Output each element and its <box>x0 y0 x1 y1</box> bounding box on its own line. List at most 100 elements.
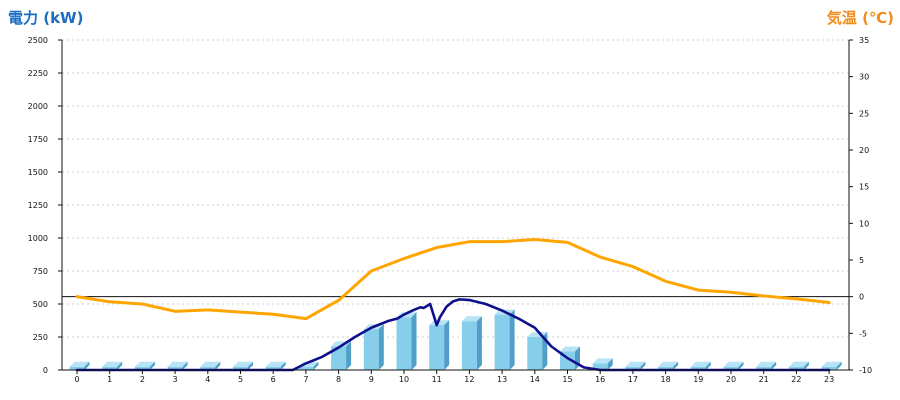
power-bar-side-13 <box>509 309 515 370</box>
temperature-line <box>75 237 831 321</box>
power-bar-front-13 <box>494 314 510 370</box>
x-tick-label-13: 13 <box>497 375 507 384</box>
power-bar-front-21 <box>756 366 772 370</box>
x-tick-label-21: 21 <box>759 375 769 384</box>
power-bar-23 <box>821 361 842 370</box>
right-tick-label-0: -10 <box>859 366 872 375</box>
tick-labels: 02505007501000125015001750200022502500-1… <box>28 36 872 384</box>
power-bar-11 <box>429 320 450 370</box>
power-bar-20 <box>723 361 744 370</box>
power-bar-top-20 <box>723 361 744 367</box>
power-bar-front-18 <box>658 366 674 370</box>
power-bar-side-21 <box>771 361 777 370</box>
power-bar-front-19 <box>690 366 706 370</box>
left-tick-label-5: 1250 <box>28 201 48 210</box>
x-tick-label-11: 11 <box>432 375 442 384</box>
axes <box>58 39 853 374</box>
x-tick-label-19: 19 <box>693 375 703 384</box>
power-bar-front-7 <box>298 366 314 370</box>
power-bar-side-19 <box>705 361 711 370</box>
power-bar-front-1 <box>102 366 118 370</box>
power-bar-9 <box>363 324 384 370</box>
power-bar-13 <box>494 309 515 370</box>
power-bar-22 <box>788 361 809 370</box>
power-bar-side-7 <box>313 361 319 370</box>
power-bar-side-22 <box>803 361 809 370</box>
right-tick-label-5: 15 <box>859 183 869 192</box>
x-tick-label-4: 4 <box>205 375 210 384</box>
power-bar-17 <box>625 361 646 370</box>
x-tick-label-1: 1 <box>107 375 112 384</box>
power-bar-front-23 <box>821 366 837 370</box>
power-bar-side-12 <box>476 316 482 370</box>
right-tick-label-9: 35 <box>859 36 869 45</box>
x-tick-label-22: 22 <box>791 375 801 384</box>
right-tick-label-2: 0 <box>859 293 864 302</box>
power-bar-top-2 <box>134 361 155 367</box>
right-axis-title: 気温 (℃) <box>827 9 894 27</box>
power-bar-side-9 <box>378 324 384 370</box>
power-bar-front-16 <box>592 363 608 370</box>
power-bar-18 <box>658 361 679 370</box>
left-tick-label-3: 750 <box>33 267 48 276</box>
power-bar-top-0 <box>69 361 90 367</box>
power-bar-side-5 <box>248 361 253 370</box>
power-bar-top-15 <box>560 346 580 352</box>
x-tick-label-18: 18 <box>661 375 671 384</box>
data-lines <box>75 237 831 372</box>
power-bar-6 <box>265 361 286 370</box>
power-bar-front-6 <box>265 366 281 370</box>
left-tick-label-6: 1500 <box>28 168 48 177</box>
x-tick-label-17: 17 <box>628 375 638 384</box>
power-bar-side-0 <box>84 361 90 370</box>
power-bar-top-3 <box>167 361 188 367</box>
power-bar-front-5 <box>233 366 248 370</box>
right-tick-label-1: -5 <box>859 329 867 338</box>
x-tick-label-0: 0 <box>74 375 79 384</box>
x-tick-label-2: 2 <box>140 375 145 384</box>
power-bar-4 <box>200 361 221 370</box>
left-tick-label-2: 500 <box>33 300 48 309</box>
power-bar-top-18 <box>658 361 679 367</box>
power-bar-top-17 <box>625 361 646 367</box>
power-bar-front-0 <box>69 366 85 370</box>
power-bar-top-5 <box>233 361 253 367</box>
x-tick-label-8: 8 <box>336 375 341 384</box>
x-tick-label-9: 9 <box>369 375 374 384</box>
power-bar-front-14 <box>527 337 543 370</box>
power-bar-front-22 <box>788 366 804 370</box>
x-tick-label-6: 6 <box>271 375 276 384</box>
power-bar-side-3 <box>182 361 188 370</box>
power-bar-front-3 <box>167 366 183 370</box>
power-bar-side-10 <box>411 312 417 370</box>
power-bar-side-23 <box>836 361 842 370</box>
right-tick-label-8: 30 <box>859 73 869 82</box>
power-bar-side-1 <box>117 361 123 370</box>
power-bar-top-23 <box>821 361 842 367</box>
power-bar-top-19 <box>690 361 711 367</box>
power-bar-top-1 <box>102 361 123 367</box>
x-tick-label-12: 12 <box>464 375 474 384</box>
right-tick-label-7: 25 <box>859 109 869 118</box>
power-bar-front-11 <box>429 325 445 370</box>
power-bar-8 <box>331 341 352 370</box>
power-bar-top-16 <box>592 358 613 364</box>
right-tick-label-3: 5 <box>859 256 864 265</box>
x-tick-label-7: 7 <box>303 375 308 384</box>
right-tick-label-6: 20 <box>859 146 869 155</box>
x-tick-label-15: 15 <box>562 375 572 384</box>
power-bar-front-8 <box>331 346 347 370</box>
power-bar-side-2 <box>149 361 155 370</box>
power-bar-top-21 <box>756 361 777 367</box>
left-tick-label-9: 2250 <box>28 69 48 78</box>
x-tick-label-10: 10 <box>399 375 409 384</box>
power-bar-front-9 <box>363 329 379 370</box>
left-tick-label-8: 2000 <box>28 102 48 111</box>
power-bar-front-17 <box>625 366 641 370</box>
power-bar-side-4 <box>215 361 221 370</box>
power-bar-front-20 <box>723 366 739 370</box>
x-tick-label-23: 23 <box>824 375 834 384</box>
x-tick-label-14: 14 <box>530 375 540 384</box>
power-bar-top-22 <box>788 361 809 367</box>
power-bar-19 <box>690 361 711 370</box>
